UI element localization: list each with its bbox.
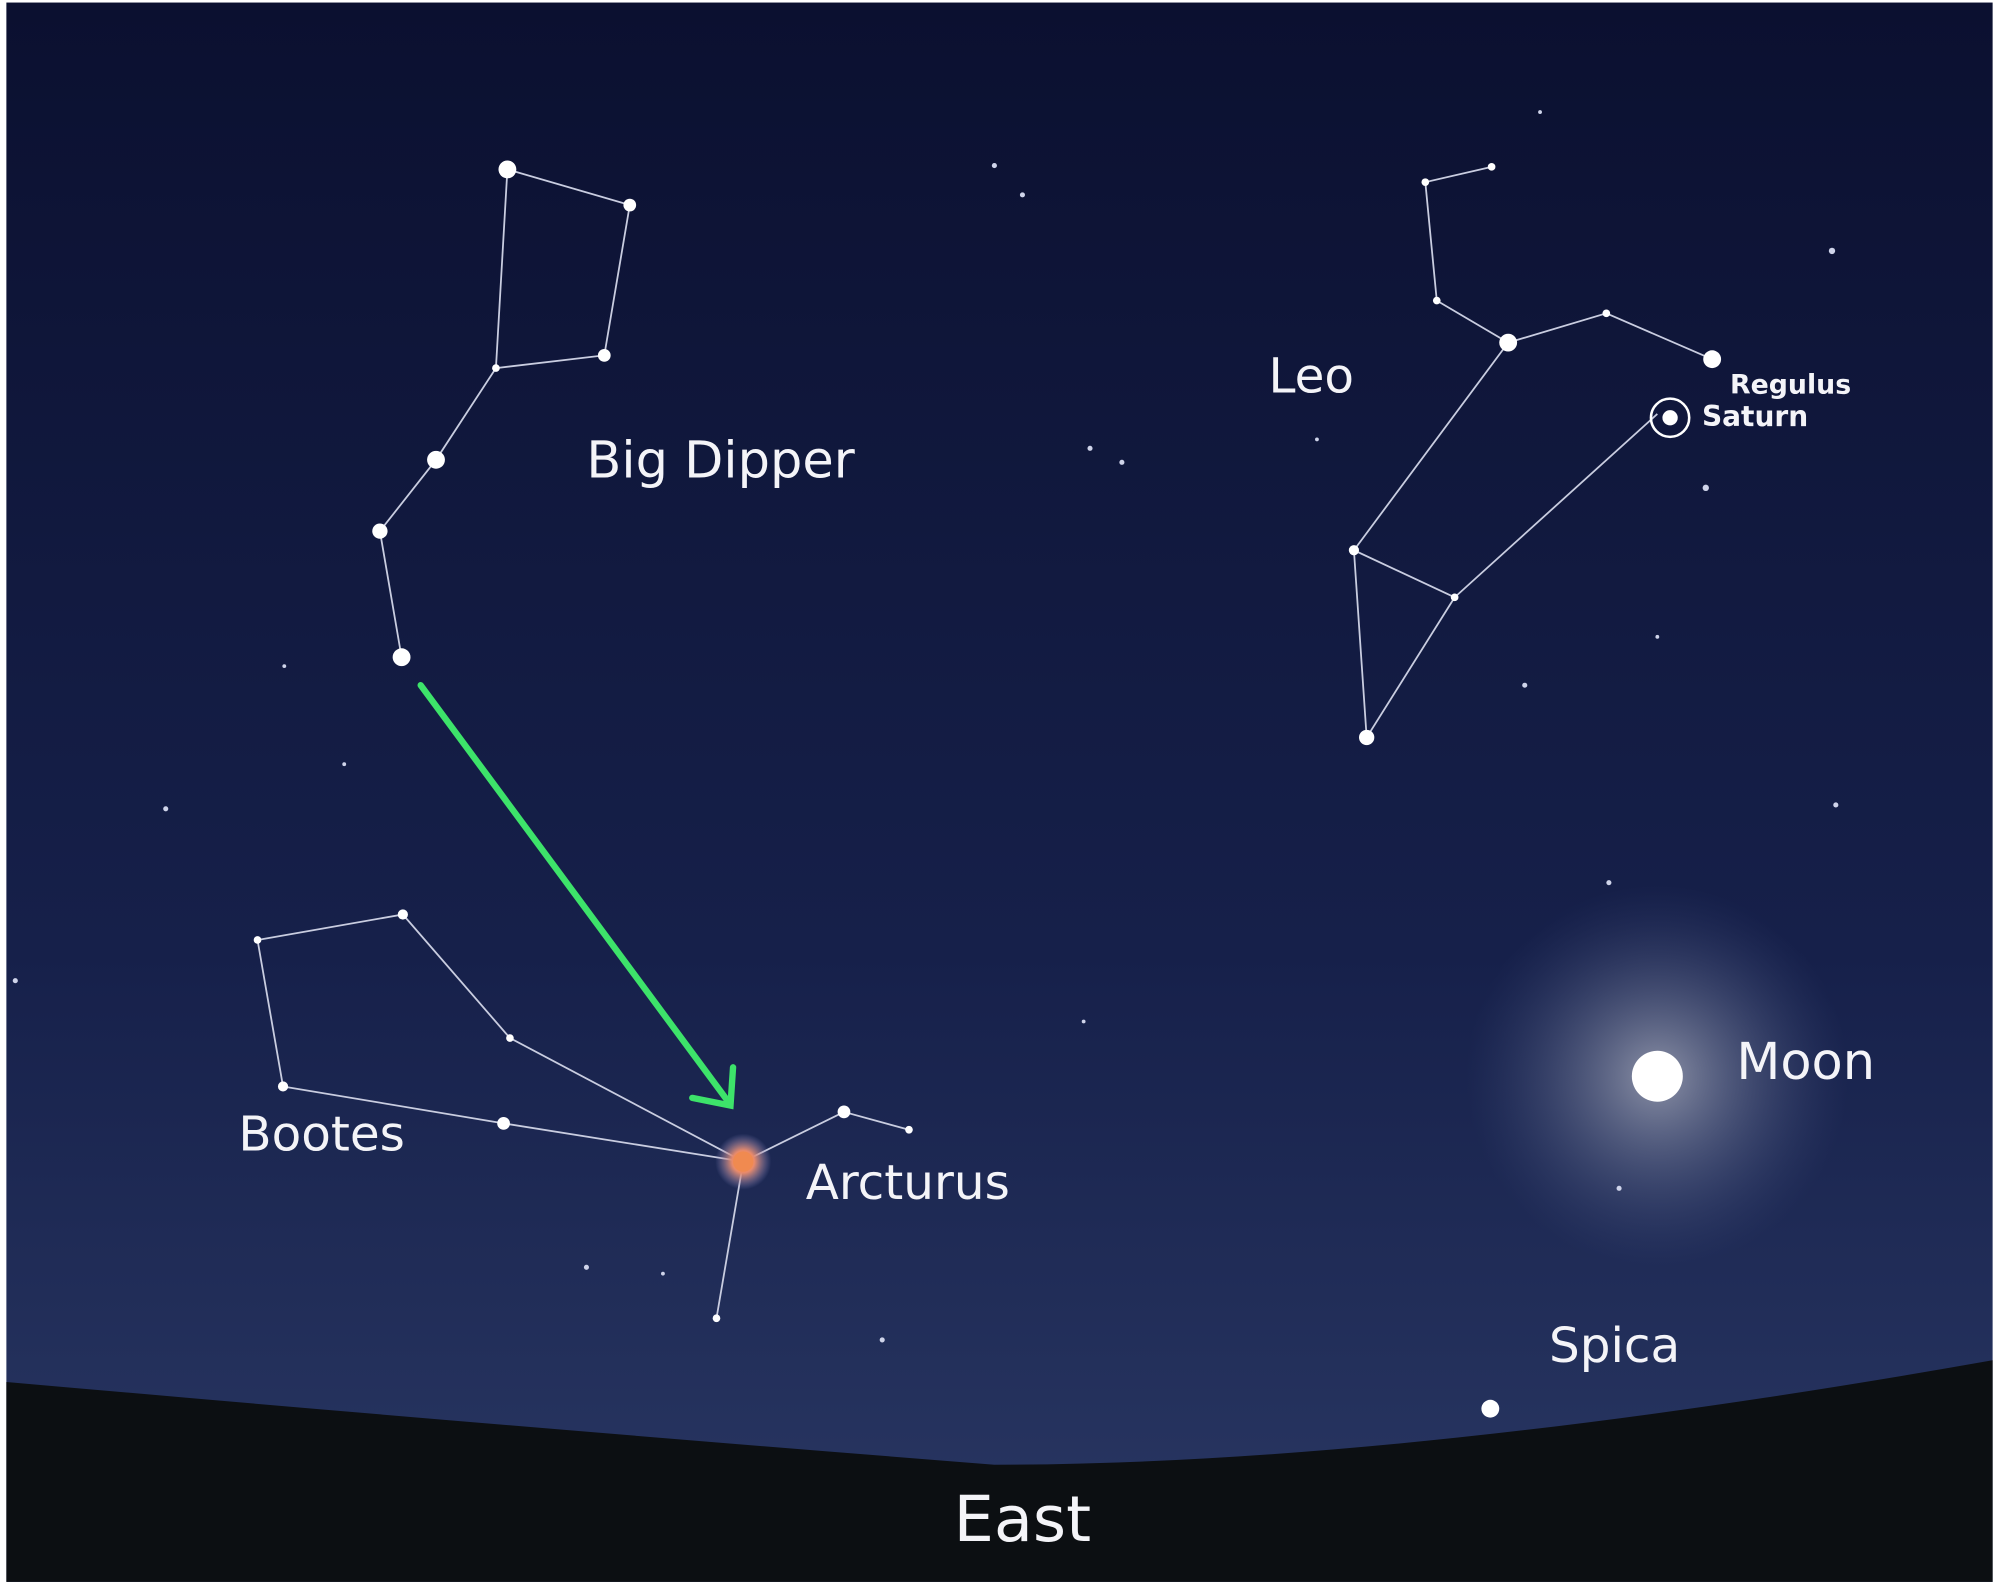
moon: [1631, 1050, 1683, 1102]
leo-stars: [1348, 163, 1722, 746]
east-label: East: [954, 1483, 1092, 1557]
saturn-label: Saturn: [1702, 400, 1808, 433]
moon-label: Moon: [1736, 1033, 1875, 1092]
arcturus: [733, 1151, 754, 1172]
pointer-arrow: [417, 682, 737, 1110]
leo-label: Leo: [1268, 349, 1354, 405]
spica-label: Spica: [1549, 1318, 1680, 1374]
horizon-ground: [6, 1360, 1993, 1582]
field-stars: [12, 110, 1839, 1343]
regulus-label: Regulus: [1730, 369, 1851, 400]
big-dipper-label: Big Dipper: [586, 432, 854, 491]
sky: [6, 2, 1993, 1582]
arcturus-label: Arcturus: [806, 1155, 1010, 1211]
saturn: [1662, 410, 1678, 426]
bootes-stars: [253, 909, 913, 1323]
spica: [1481, 1399, 1500, 1418]
bootes-label: Bootes: [238, 1106, 405, 1162]
saturn-ring: [1649, 397, 1691, 439]
big-dipper-stars: [372, 160, 637, 667]
